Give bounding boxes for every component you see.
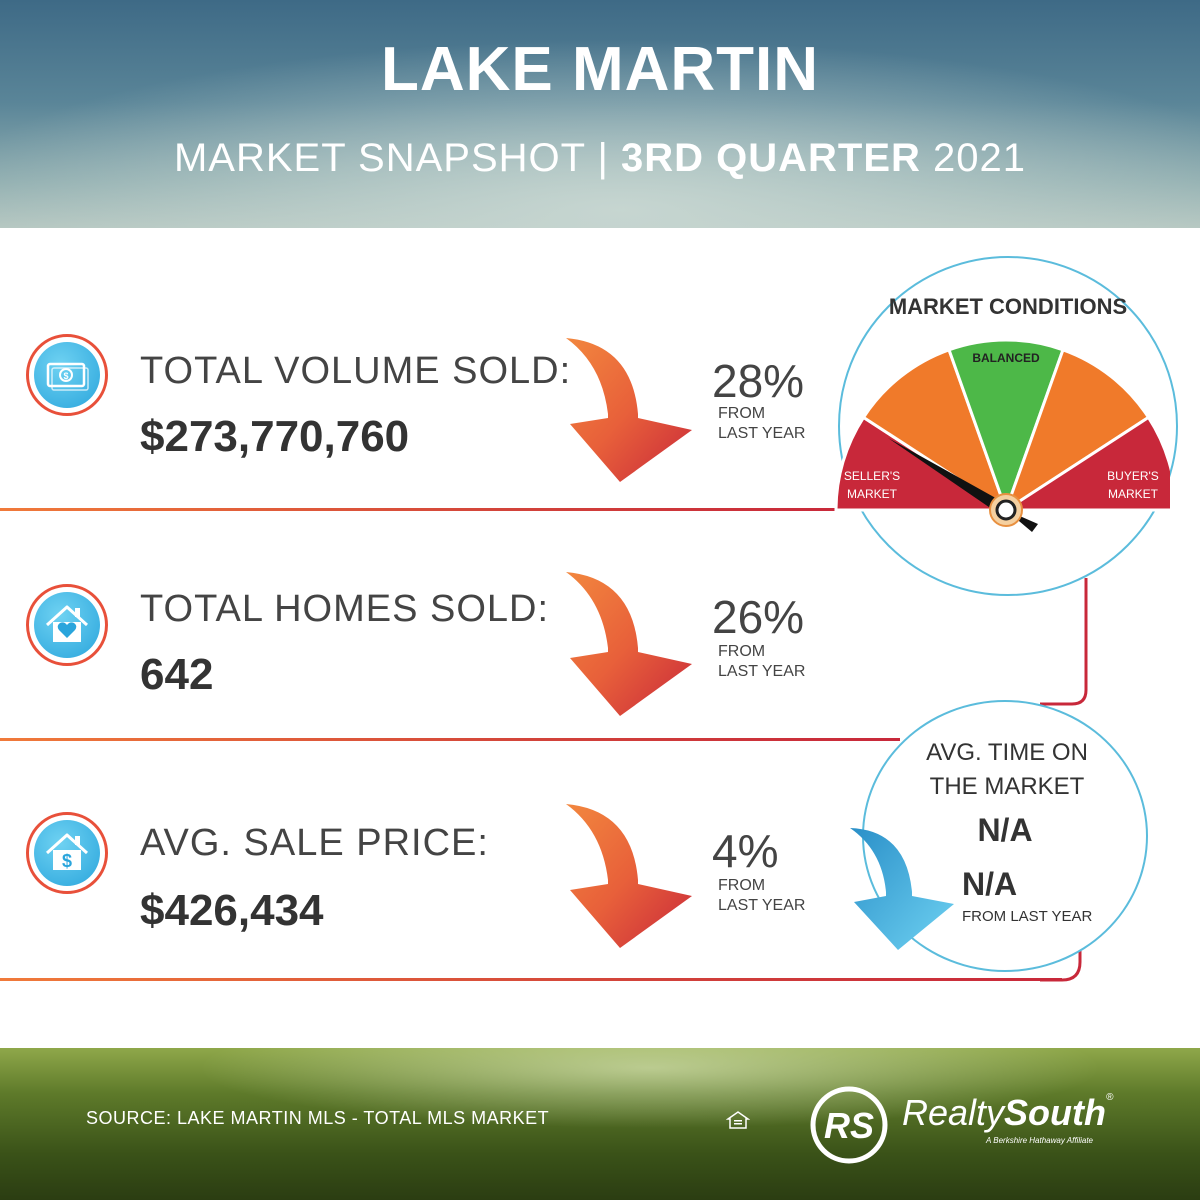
total-homes-label: TOTAL HOMES SOLD: (140, 588, 550, 630)
gauge-needle (888, 438, 1010, 516)
time-on-market-value: N/A (977, 812, 1033, 848)
time-title-line2: THE MARKET (929, 773, 1085, 800)
from-text: FROM (718, 643, 766, 660)
brand-bold: South (1004, 1092, 1107, 1133)
total-volume-from: FROM LAST YEAR (718, 404, 838, 444)
gauge-label-balanced: BALANCED (972, 351, 1040, 365)
row-divider (0, 978, 1062, 981)
svg-text:$: $ (63, 371, 68, 381)
down-arrow-icon (566, 572, 692, 716)
house-dollar-icon: $ (34, 820, 100, 886)
gauge-label-sellers-market: MARKET (847, 487, 898, 501)
brand-mark: ® (1106, 1092, 1114, 1103)
subtitle-quarter: 3RD QUARTER (621, 136, 921, 180)
total-homes-value: 642 (140, 650, 214, 699)
source-note: SOURCE: LAKE MARTIN MLS - TOTAL MLS MARK… (86, 1108, 550, 1128)
avg-sale-price-label: AVG. SALE PRICE: (140, 822, 489, 864)
gauge-label-sellers: SELLER'S (844, 469, 900, 483)
time-title-line1: AVG. TIME ON (926, 739, 1088, 766)
page-title: LAKE MARTIN (380, 35, 820, 104)
avg-sale-price-value: $426,434 (140, 886, 324, 935)
money-icon: $ (34, 342, 100, 408)
page-subtitle: MARKET SNAPSHOT | 3RD QUARTER 2021 (0, 136, 1200, 181)
brand-tagline: A Berkshire Hathaway Affiliate (986, 1136, 1094, 1145)
market-conditions-title: MARKET CONDITIONS (888, 294, 1128, 319)
footer-banner (0, 1048, 1200, 1200)
realtysouth-logo-icon: RS (810, 1086, 888, 1164)
from-text: FROM (718, 405, 766, 422)
equal-housing-icon (726, 1111, 750, 1129)
total-volume-change: 28% (712, 355, 805, 407)
market-gauge: SELLER'S MARKET BALANCED BUYER'S MARKET (834, 338, 1170, 532)
brand-light: Realty (902, 1092, 1005, 1133)
money-icon-badge: $ (26, 334, 108, 416)
time-on-market-from: FROM LAST YEAR (962, 908, 1093, 925)
subtitle-prefix: MARKET SNAPSHOT | (173, 136, 621, 180)
time-on-market-change: N/A (962, 866, 1018, 902)
gauge-label-buyers-market: MARKET (1108, 487, 1159, 501)
total-volume-value: $273,770,760 (140, 412, 410, 461)
last-year-text: LAST YEAR (718, 663, 806, 680)
brand-name: RealtySouth® (902, 1092, 1113, 1134)
down-arrow-icon (566, 338, 692, 482)
house-dollar-icon-badge: $ (26, 812, 108, 894)
gauge-label-buyers: BUYER'S (1107, 469, 1159, 483)
total-homes-change: 26% (712, 591, 805, 643)
last-year-text: LAST YEAR (718, 425, 806, 442)
subtitle-year: 2021 (920, 136, 1027, 180)
down-arrow-blue-icon (850, 828, 954, 950)
avg-sale-price-change: 4% (712, 825, 779, 877)
row-divider (0, 508, 850, 511)
house-heart-icon-badge (26, 584, 108, 666)
from-text: FROM (718, 877, 766, 894)
total-homes-from: FROM LAST YEAR (718, 642, 838, 682)
last-year-text: LAST YEAR (718, 897, 806, 914)
time-on-market-title: AVG. TIME ON THE MARKET (894, 736, 1120, 804)
house-heart-icon (34, 592, 100, 658)
svg-text:$: $ (62, 851, 72, 871)
total-volume-label: TOTAL VOLUME SOLD: (140, 350, 572, 392)
svg-text:RS: RS (824, 1105, 874, 1146)
header-banner (0, 0, 1200, 228)
down-arrow-icon (566, 804, 692, 948)
avg-sale-price-from: FROM LAST YEAR (718, 876, 838, 916)
row-divider (0, 738, 900, 741)
